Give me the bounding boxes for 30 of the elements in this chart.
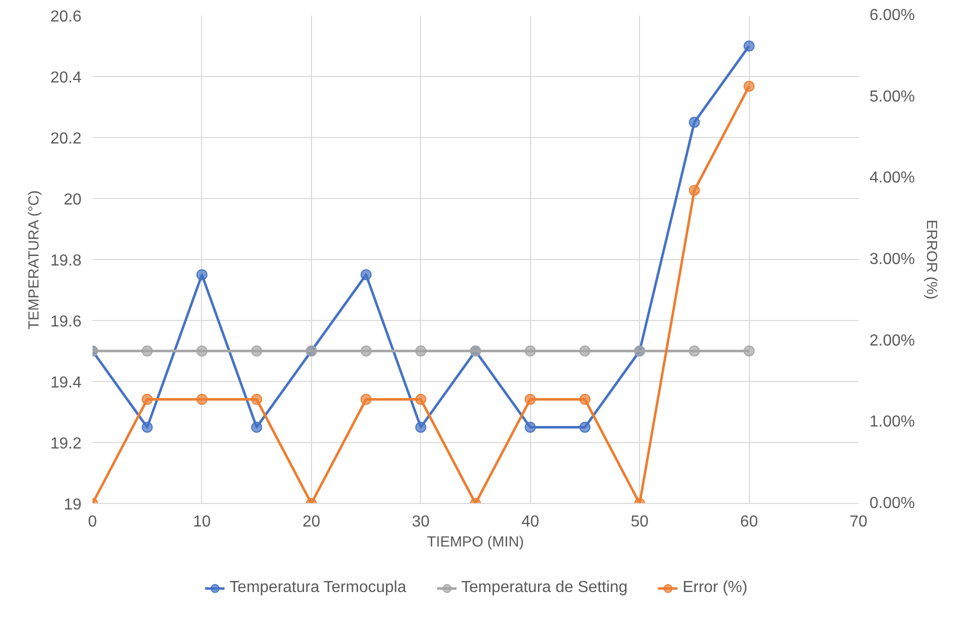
y2-tick-label: 6.00% bbox=[870, 7, 915, 24]
y2-tick-label: 5.00% bbox=[870, 88, 915, 106]
x-tick-label: 60 bbox=[740, 514, 758, 530]
y-tick-label: 19.4 bbox=[50, 374, 82, 392]
x-tick-label: 70 bbox=[850, 514, 868, 530]
y-axis-title: TEMPERATURA (°C) bbox=[26, 190, 42, 330]
y2-axis-title: ERROR (%) bbox=[922, 220, 939, 300]
y2-tick-label: 4.00% bbox=[870, 170, 915, 187]
x-tick-label: 20 bbox=[302, 514, 320, 530]
x-axis-title: TIEMPO (MIN) bbox=[427, 534, 524, 550]
y-tick-label: 19.2 bbox=[50, 436, 82, 452]
y-tick-label: 19.6 bbox=[50, 314, 82, 330]
y-tick-label: 19.8 bbox=[50, 252, 82, 270]
x-tick-label: 30 bbox=[412, 514, 430, 530]
legend-label: Temperatura Termocupla bbox=[230, 579, 406, 597]
legend-label: Error (%) bbox=[682, 579, 748, 597]
y2-tick-label: 0.00% bbox=[870, 495, 915, 512]
y2-tick-label: 3.00% bbox=[870, 251, 915, 268]
x-tick-label: 40 bbox=[521, 514, 540, 530]
x-tick-label: 0 bbox=[88, 514, 98, 530]
y-tick-label: 20.2 bbox=[50, 130, 82, 148]
y-tick-label: 20.4 bbox=[50, 70, 82, 86]
y-tick-label: 20 bbox=[64, 192, 82, 208]
x-tick-label: 10 bbox=[193, 514, 211, 530]
y-tick-label: 19 bbox=[64, 496, 82, 514]
legend-label: Temperatura de Setting bbox=[461, 579, 628, 597]
x-tick-label: 50 bbox=[630, 514, 649, 530]
y-tick-label: 20.6 bbox=[50, 8, 82, 26]
y2-tick-label: 1.00% bbox=[870, 414, 915, 431]
y2-tick-label: 2.00% bbox=[870, 332, 915, 350]
